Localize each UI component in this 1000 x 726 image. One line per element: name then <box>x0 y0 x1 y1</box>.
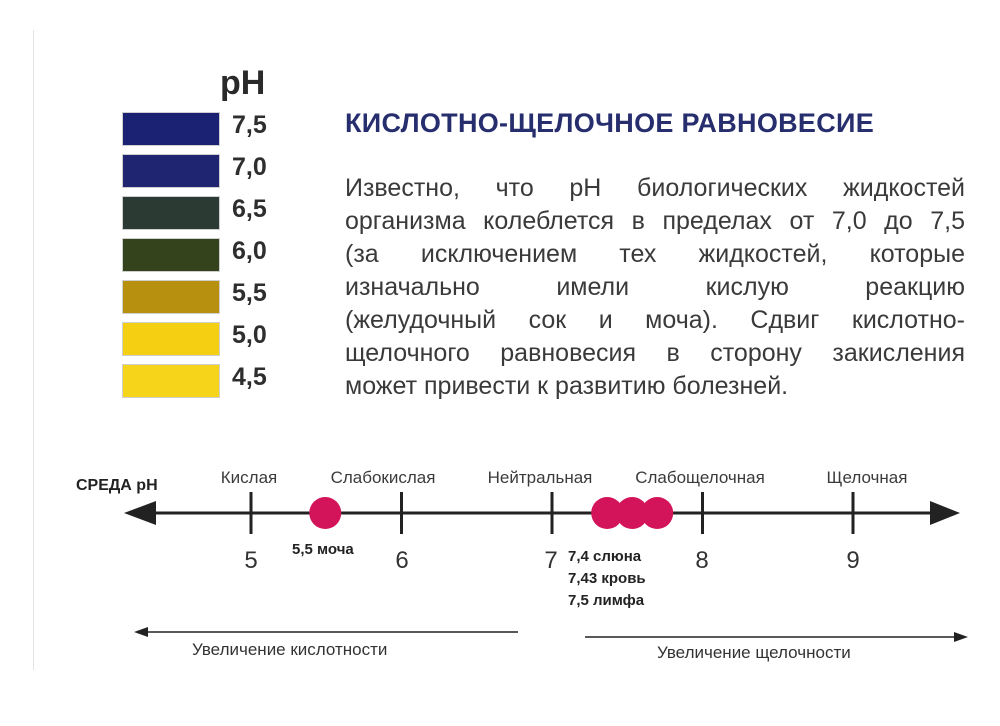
ph-value: 5,5 <box>232 279 267 307</box>
axis-label: СРЕДА pH <box>76 477 158 494</box>
acidity-arrow-head <box>134 627 148 637</box>
ph-scale-row: 6,0 <box>122 237 322 272</box>
tick-label: 5 <box>244 547 258 574</box>
marker-label-urine: 5,5 моча <box>292 541 354 558</box>
ph-scale-header: pH <box>220 64 266 102</box>
marker-lymph <box>641 497 674 529</box>
ph-value: 6,0 <box>232 237 267 265</box>
axis-ticks <box>249 492 855 534</box>
page-edge-line <box>33 30 34 670</box>
tick-label: 6 <box>395 547 409 574</box>
category-label: Слабокислая <box>330 468 436 487</box>
color-swatch <box>122 154 220 188</box>
marker-label-blood: 7,43 кровь <box>568 570 646 587</box>
marker-label-saliva: 7,4 слюна <box>568 548 642 565</box>
acidity-increase-label: Увеличение кислотности <box>192 640 388 659</box>
ph-scale-row: 4,5 <box>122 363 322 398</box>
paragraph-line: изначально имели кислую реакцию <box>345 273 965 301</box>
paragraph-line: может привести к развитию болезней. <box>345 372 789 400</box>
ph-scale-row: 5,5 <box>122 279 322 314</box>
marker-urine <box>309 497 342 529</box>
ph-value: 7,5 <box>232 111 267 139</box>
ph-axis-diagram <box>124 492 968 642</box>
color-swatch <box>122 196 220 230</box>
tick-label: 9 <box>846 547 860 574</box>
category-label: Нейтральная <box>487 468 593 487</box>
color-swatch <box>122 364 220 398</box>
color-swatch <box>122 322 220 356</box>
category-label: Кислая <box>220 468 278 487</box>
color-swatch <box>122 280 220 314</box>
description-paragraph: Известно, что pH биологических жидкостей… <box>345 172 965 403</box>
category-label: Слабощелочная <box>635 468 765 487</box>
ph-scale-row: 7,5 <box>122 111 322 146</box>
tick-label: 8 <box>695 547 709 574</box>
paragraph-line: организма колеблется в пределах от 7,0 д… <box>345 207 965 235</box>
ph-value: 5,0 <box>232 321 267 349</box>
page-title: КИСЛОТНО-ЩЕЛОЧНОЕ РАВНОВЕСИЕ <box>345 108 875 138</box>
marker-saliva <box>591 497 624 529</box>
axis-right-arrow <box>930 501 960 525</box>
ph-value: 6,5 <box>232 195 267 223</box>
ph-scale-row: 5,0 <box>122 321 322 356</box>
tick-label: 7 <box>544 547 558 574</box>
paragraph-line: (желудочный сок и моча). Сдвиг кислотно- <box>345 306 965 334</box>
paragraph-line: Известно, что pH биологических жидкостей <box>345 174 965 202</box>
axis-left-arrow <box>124 501 156 525</box>
alkalinity-arrow-head <box>954 632 968 642</box>
category-label: Щелочная <box>826 468 908 487</box>
color-swatch <box>122 112 220 146</box>
paragraph-line: щелочного равновесия в сторону закислени… <box>345 339 965 367</box>
ph-value: 7,0 <box>232 153 267 181</box>
ph-scale-row: 6,5 <box>122 195 322 230</box>
paragraph-line: (за исключением тех жидкостей, которые <box>345 240 965 268</box>
marker-label-lymph: 7,5 лимфа <box>568 592 645 609</box>
color-swatch <box>122 238 220 272</box>
ph-scale-row: 7,0 <box>122 153 322 188</box>
ph-value: 4,5 <box>232 363 267 391</box>
alkalinity-increase-label: Увеличение щелочности <box>657 643 851 662</box>
axis-markers <box>309 497 674 529</box>
marker-blood <box>616 497 649 529</box>
